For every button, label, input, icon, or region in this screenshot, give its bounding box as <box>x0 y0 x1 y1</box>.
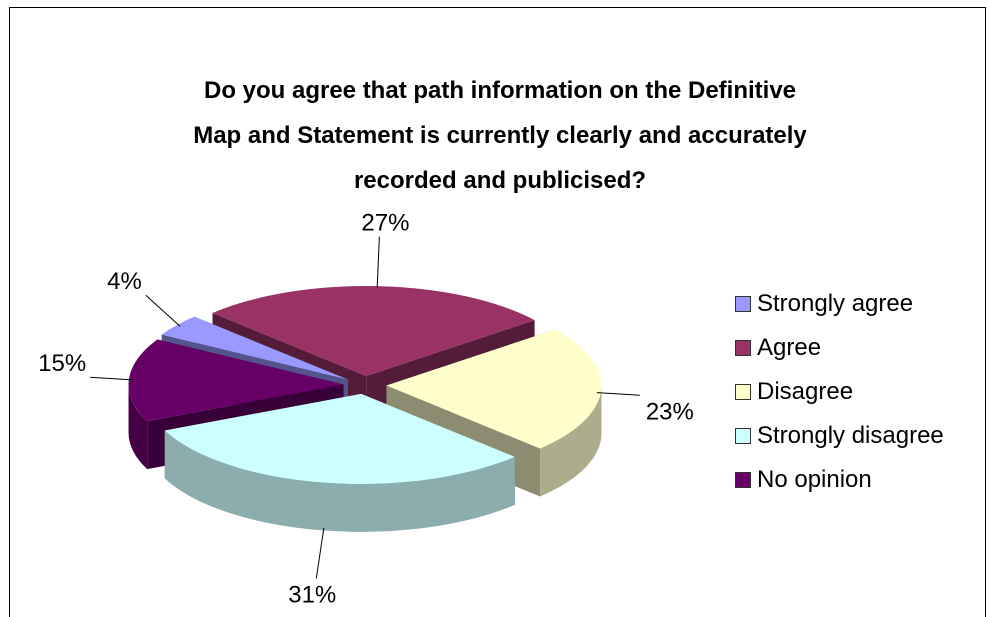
leader-line <box>145 294 181 327</box>
pie-slice <box>386 329 602 449</box>
data-label: 15% <box>38 350 86 377</box>
legend-swatch <box>735 428 751 444</box>
chart-title: Do you agree that path information on th… <box>130 68 870 203</box>
data-label: 4% <box>107 268 142 295</box>
pie-labels: 4% 27% 23% 31% 15% <box>38 210 694 609</box>
chart-title-line: recorded and publicised? <box>353 167 647 194</box>
pie-slice-side <box>128 384 148 470</box>
chart-title-line: Map and Statement is currently clearly a… <box>193 122 807 149</box>
pie-tops <box>128 286 602 484</box>
data-label: 23% <box>646 398 694 425</box>
legend-swatch <box>735 296 751 312</box>
legend-swatch <box>735 384 751 400</box>
legend-item: No opinion <box>735 458 944 502</box>
legend-label: No opinion <box>757 466 872 493</box>
pie-slice-side <box>164 430 515 532</box>
pie-slice-side <box>540 385 602 497</box>
legend-item: Strongly agree <box>735 282 944 326</box>
pie-slice <box>212 286 535 377</box>
data-label: 31% <box>288 581 336 608</box>
chart-frame: Do you agree that path information on th… <box>9 7 986 617</box>
legend-label: Agree <box>757 334 822 361</box>
data-label: 27% <box>361 210 409 237</box>
legend-item: Disagree <box>735 370 944 414</box>
legend-swatch <box>735 472 751 488</box>
leader-line <box>90 376 134 381</box>
legend-item: Strongly disagree <box>735 414 944 458</box>
legend-swatch <box>735 340 751 356</box>
legend-label: Strongly disagree <box>757 422 944 449</box>
leader-line <box>596 392 640 396</box>
legend-label: Disagree <box>757 378 854 405</box>
pie-slice <box>128 339 344 422</box>
legend-item: Agree <box>735 326 944 370</box>
leader-line <box>315 527 325 579</box>
pie-slice <box>164 393 515 484</box>
chart-legend: Strongly agree Agree Disagree Strongly d… <box>735 282 944 502</box>
chart-title-line: Do you agree that path information on th… <box>203 77 797 104</box>
leader-line <box>376 236 380 288</box>
pie-slice <box>161 316 348 380</box>
legend-label: Strongly agree <box>757 290 914 317</box>
